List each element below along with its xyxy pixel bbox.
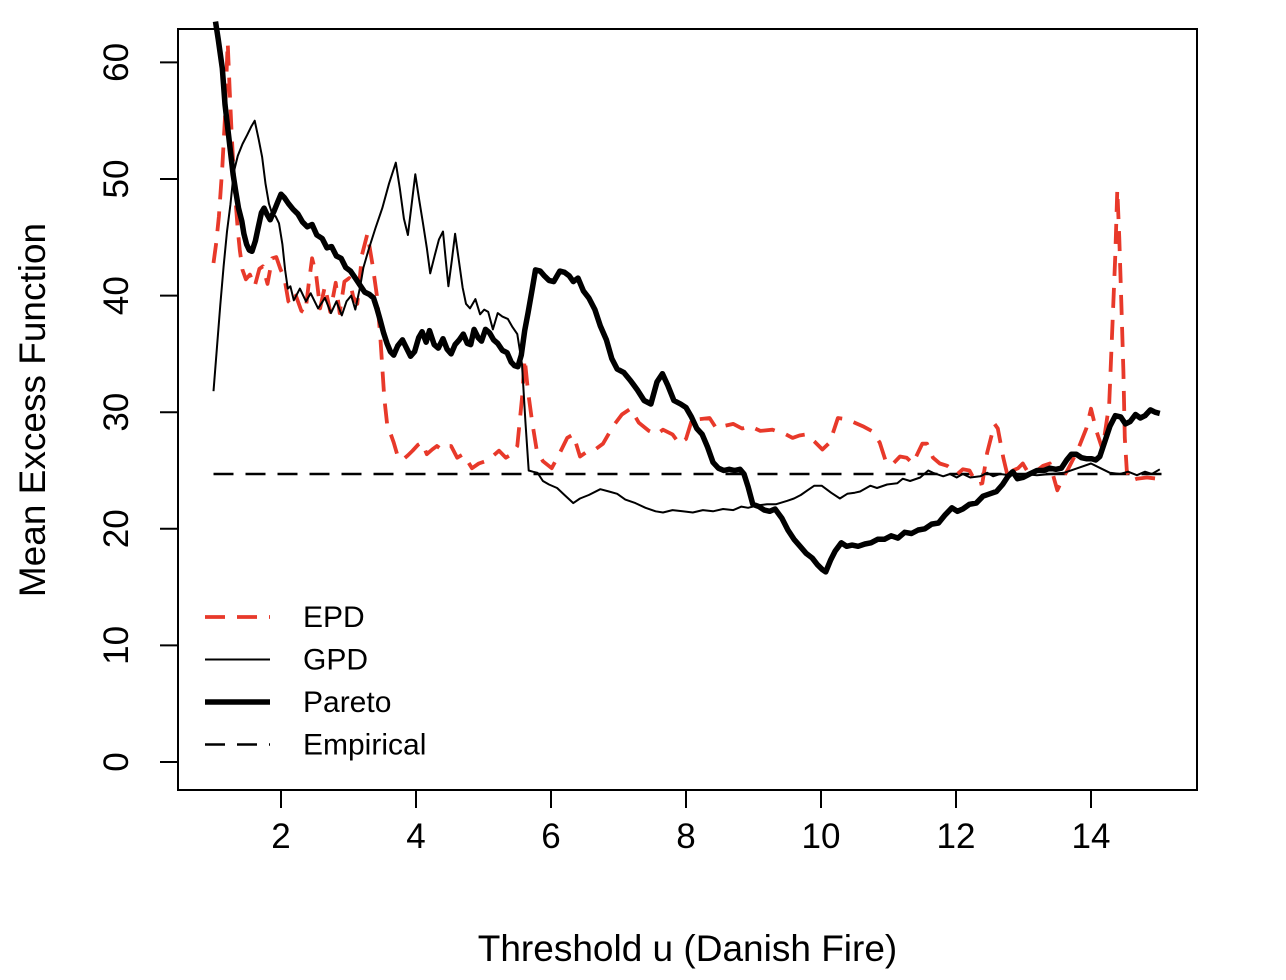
y-axis-title: Mean Excess Function: [12, 222, 53, 598]
y-tick-label: 40: [97, 276, 136, 315]
series-epd: [211, 40, 1158, 493]
legend-label-empirical: Empirical: [303, 729, 426, 762]
y-tick-label: 0: [97, 752, 136, 771]
legend-label-pareto: Pareto: [303, 686, 391, 719]
x-tick-label: 14: [1072, 817, 1111, 856]
x-tick-label: 12: [937, 817, 976, 856]
y-tick-label: 50: [97, 160, 136, 199]
x-tick-label: 2: [271, 817, 290, 856]
x-axis-title: Threshold u (Danish Fire): [477, 928, 898, 969]
series-gpd: [212, 119, 1161, 514]
legend-label-epd: EPD: [303, 601, 365, 634]
y-tick-label: 20: [97, 509, 136, 548]
y-tick-label: 60: [97, 43, 136, 82]
legend-label-gpd: GPD: [303, 644, 368, 677]
x-tick-label: 8: [676, 817, 695, 856]
x-tick-label: 10: [802, 817, 841, 856]
series-pareto: [212, 21, 1161, 575]
plot-border: [177, 28, 1198, 791]
y-tick-label: 10: [97, 626, 136, 665]
x-tick-label: 4: [406, 817, 425, 856]
y-tick-label: 30: [97, 393, 136, 432]
x-tick-label: 6: [541, 817, 560, 856]
